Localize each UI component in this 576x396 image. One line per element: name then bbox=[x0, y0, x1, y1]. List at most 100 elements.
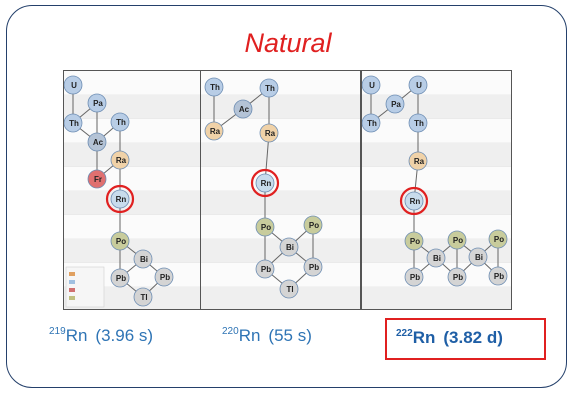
nuclide-circle bbox=[255, 173, 275, 193]
nuclide-circle bbox=[404, 231, 424, 251]
row-band bbox=[362, 119, 511, 143]
nuclide-symbol: Rn bbox=[116, 195, 127, 204]
nuclide-symbol: Tl bbox=[286, 285, 293, 294]
nuclide-circle bbox=[204, 77, 224, 97]
nuclide-circle bbox=[133, 287, 153, 307]
nuclide-circle bbox=[404, 191, 424, 211]
nuclide-u: U bbox=[362, 75, 381, 95]
legend-swatch bbox=[69, 280, 75, 284]
row-band bbox=[201, 95, 360, 119]
half-life: (3.82 d) bbox=[443, 328, 503, 347]
nuclide-circle bbox=[110, 112, 130, 132]
row-band bbox=[362, 191, 511, 215]
nuclide-circle bbox=[408, 113, 428, 133]
legend-swatch bbox=[69, 296, 75, 300]
nuclide-symbol: Po bbox=[453, 236, 463, 245]
nuclide-tl: Tl bbox=[133, 287, 153, 307]
nuclide-symbol: U bbox=[71, 81, 77, 90]
nuclide-bi: Bi bbox=[279, 237, 299, 257]
decay-chain-diagram-219: U Pa Th Ac Th Ra Fr Rn Po Bi Pb Pb Tl bbox=[64, 71, 200, 309]
nuclide-circle bbox=[204, 121, 224, 141]
nuclide-circle bbox=[362, 113, 381, 133]
nuclide-th: Th bbox=[362, 113, 381, 133]
nuclide-symbol: Po bbox=[261, 223, 271, 232]
row-band bbox=[201, 71, 360, 95]
nuclide-circle bbox=[110, 268, 130, 288]
nuclide-symbol: U bbox=[369, 81, 375, 90]
nuclide-circle bbox=[488, 229, 508, 249]
nuclide-circle bbox=[64, 75, 83, 95]
row-band bbox=[201, 167, 360, 191]
nuclide-symbol: Th bbox=[210, 83, 220, 92]
nuclide-circle bbox=[279, 237, 299, 257]
row-band bbox=[362, 95, 511, 119]
nuclide-circle bbox=[303, 215, 323, 235]
nuclide-ac: Ac bbox=[233, 99, 253, 119]
nuclide-rn: Rn bbox=[250, 168, 280, 198]
decay-chain-diagram-220: Th Ac Th Ra Ra Rn Po Po Bi Pb Pb Tl bbox=[201, 71, 360, 309]
nuclide-symbol: Ra bbox=[210, 127, 221, 136]
nuclide-symbol: Tl bbox=[140, 293, 147, 302]
nuclide-symbol: Po bbox=[410, 237, 420, 246]
nuclide-symbol: Pb bbox=[309, 263, 319, 272]
highlight-box bbox=[385, 318, 546, 360]
row-band bbox=[362, 167, 511, 191]
nuclide-symbol: Ac bbox=[239, 105, 250, 114]
nuclide-circle bbox=[64, 113, 83, 133]
nuclide-circle bbox=[87, 93, 107, 113]
nuclide-th: Th bbox=[259, 78, 279, 98]
row-band bbox=[362, 71, 511, 95]
nuclide-circle bbox=[362, 75, 381, 95]
title: Natural bbox=[244, 28, 332, 58]
nuclide-th: Th bbox=[408, 113, 428, 133]
row-band bbox=[64, 95, 200, 119]
nuclide-circle bbox=[259, 78, 279, 98]
nuclide-u: U bbox=[408, 75, 428, 95]
row-band bbox=[64, 215, 200, 239]
row-band bbox=[64, 167, 200, 191]
half-life: (3.96 s) bbox=[95, 326, 154, 345]
label-rn219: 219Rn (3.96 s) bbox=[49, 325, 153, 350]
nuclide-circle bbox=[255, 217, 275, 237]
nuclide-tl: Tl bbox=[279, 279, 299, 299]
nuclide-symbol: Th bbox=[116, 118, 126, 127]
nuclide-symbol: Po bbox=[116, 237, 126, 246]
nuclide-circle bbox=[408, 151, 428, 171]
nuclide-bi: Bi bbox=[468, 247, 488, 267]
nuclide-th: Th bbox=[204, 77, 224, 97]
nuclide-circle bbox=[447, 230, 467, 250]
nuclide-circle bbox=[303, 257, 323, 277]
nuclide-pb: Pb bbox=[488, 266, 508, 286]
nuclide-bi: Bi bbox=[426, 248, 446, 268]
nuclide-symbol: Rn bbox=[261, 179, 272, 188]
nuclide-symbol: Bi bbox=[140, 255, 148, 264]
nuclide-symbol: Pa bbox=[391, 100, 401, 109]
nuclide-th: Th bbox=[110, 112, 130, 132]
nuclide-circle bbox=[110, 231, 130, 251]
decay-chain-panel-222: U Pa U Th Th Ra Rn Po Po Po Bi Bi Pb Pb Pb bbox=[361, 70, 512, 310]
nuclide-po: Po bbox=[255, 217, 275, 237]
row-band bbox=[201, 143, 360, 167]
nuclide-ra: Ra bbox=[204, 121, 224, 141]
nuclide-symbol: Ac bbox=[93, 138, 104, 147]
row-band bbox=[201, 119, 360, 143]
nuclide-symbol: Ra bbox=[265, 129, 276, 138]
nuclide-symbol: Pb bbox=[453, 273, 463, 282]
nuclide-symbol: Po bbox=[309, 221, 319, 230]
highlight-ring bbox=[105, 184, 135, 214]
row-band bbox=[362, 143, 511, 167]
nuclide-symbol: Ra bbox=[414, 157, 425, 166]
nuclide-symbol: Ra bbox=[116, 156, 127, 165]
nuclide-circle bbox=[87, 169, 107, 189]
mass-number: 219 bbox=[49, 326, 66, 337]
label-rn222: 222Rn (3.82 d) bbox=[396, 327, 503, 352]
row-band bbox=[64, 119, 200, 143]
label-rn220: 220Rn (55 s) bbox=[222, 325, 312, 350]
nuclide-pa: Pa bbox=[87, 93, 107, 113]
nuclide-symbol: Rn bbox=[410, 197, 421, 206]
nuclide-pb: Pb bbox=[110, 268, 130, 288]
nuclide-circle bbox=[110, 189, 130, 209]
nuclide-po: Po bbox=[303, 215, 323, 235]
nuclide-symbol: Pb bbox=[410, 273, 420, 282]
decay-chain-panel-220: Th Ac Th Ra Ra Rn Po Po Bi Pb Pb Tl bbox=[200, 70, 361, 310]
